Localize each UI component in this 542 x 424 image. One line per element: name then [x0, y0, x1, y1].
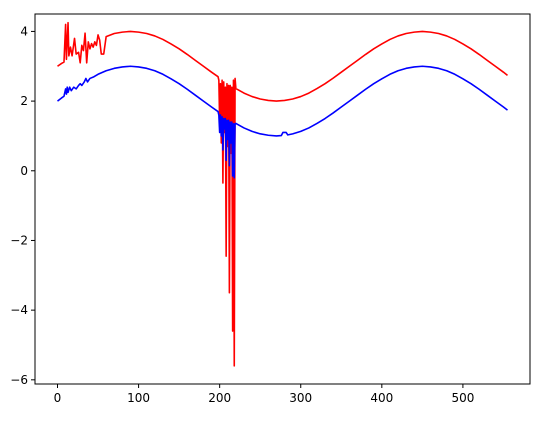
x-tick-label: 300 — [289, 391, 312, 405]
x-tick-label: 0 — [54, 391, 62, 405]
series-line-1 — [57, 21, 508, 367]
x-tick-label: 500 — [451, 391, 474, 405]
x-tick-label: 100 — [127, 391, 150, 405]
y-tick-label: 2 — [20, 94, 28, 108]
x-tick-label: 400 — [370, 391, 393, 405]
x-axis: 0 100 200 300 400 500 — [54, 384, 474, 405]
axes-frame — [34, 13, 531, 385]
y-tick-label: −4 — [10, 303, 28, 317]
series-layer — [57, 21, 508, 367]
x-tick-label: 200 — [208, 391, 231, 405]
series-line-2 — [57, 65, 508, 179]
y-tick-label: 4 — [20, 24, 28, 38]
y-tick-label: −6 — [10, 373, 28, 387]
y-tick-label: 0 — [20, 164, 28, 178]
y-axis: −6 −4 −2 0 2 4 — [10, 24, 35, 387]
y-tick-label: −2 — [10, 233, 28, 247]
